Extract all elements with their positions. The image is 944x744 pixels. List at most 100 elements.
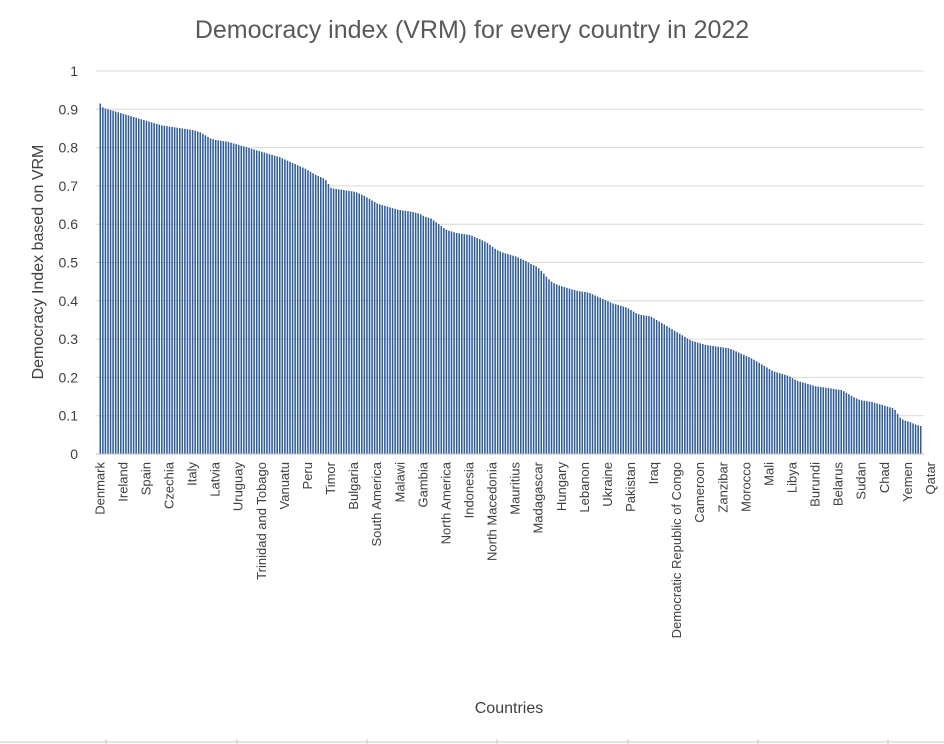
bar [661, 323, 663, 454]
bar [271, 154, 273, 454]
bar [686, 338, 689, 454]
bar [753, 359, 755, 454]
y-tick-label: 0.4 [59, 293, 79, 309]
bar [868, 401, 871, 454]
bar [176, 127, 178, 455]
bar [235, 144, 237, 454]
bar [191, 129, 194, 455]
bar [537, 268, 540, 454]
x-tick-label: Italy [185, 462, 200, 486]
bar [253, 149, 255, 454]
bar [420, 214, 422, 454]
x-tick-label: Trinidad and Tobago [254, 462, 269, 580]
bar [653, 318, 655, 454]
bar [299, 166, 302, 454]
bar [391, 208, 394, 454]
bar [586, 292, 589, 454]
x-tick-label: Spain [138, 462, 153, 495]
bar [817, 386, 819, 454]
bar [158, 124, 161, 455]
bar [904, 420, 907, 454]
bar [781, 373, 784, 454]
bar [430, 218, 432, 454]
bar [384, 205, 386, 454]
bar [540, 270, 543, 454]
bar [248, 147, 250, 455]
bar [245, 147, 248, 454]
bar [509, 254, 512, 454]
bar [353, 191, 355, 454]
bar [860, 400, 863, 454]
bar [696, 342, 699, 454]
y-tick-label: 1 [70, 63, 78, 79]
bar [735, 351, 737, 454]
bar [276, 156, 278, 454]
bar [286, 160, 289, 454]
bar [168, 126, 171, 454]
bar [771, 370, 773, 454]
x-tick-label: Democratic Republic of Congo [669, 462, 684, 638]
y-tick-label: 0.7 [59, 178, 79, 194]
bar [320, 177, 322, 454]
bar [755, 361, 758, 454]
bar [643, 315, 645, 454]
bar [366, 197, 368, 454]
bar [461, 233, 463, 454]
bar [304, 168, 307, 455]
bar [614, 304, 617, 454]
bar [466, 234, 468, 454]
bar [232, 143, 235, 454]
bar [819, 386, 822, 454]
bar [840, 390, 843, 454]
bar [225, 141, 227, 454]
bar [381, 205, 384, 454]
bar [189, 129, 191, 454]
bar [645, 315, 648, 454]
bar [307, 170, 309, 454]
bar [491, 246, 494, 454]
bar [125, 114, 127, 454]
bar [894, 409, 896, 454]
bar [348, 190, 350, 454]
bar [704, 344, 707, 454]
bar [112, 110, 114, 454]
bar [186, 129, 189, 454]
bar [612, 303, 614, 454]
bar [773, 371, 776, 454]
bar [760, 364, 763, 454]
bar [876, 403, 878, 454]
bar [843, 391, 845, 454]
y-tick-label: 0.5 [59, 255, 79, 271]
bar [227, 141, 230, 455]
bar [689, 339, 691, 454]
bar [553, 283, 555, 454]
bar [463, 234, 466, 454]
bar [763, 365, 766, 454]
x-tick-label: Yemen [900, 462, 915, 502]
x-tick-label: Indonesia [462, 461, 477, 518]
bar [545, 276, 548, 454]
bar [727, 348, 730, 454]
bar [566, 287, 568, 454]
bar [778, 373, 781, 454]
bar [422, 215, 425, 454]
y-axis-title: Democracy Index based on VRM [30, 145, 47, 380]
bar [340, 189, 343, 455]
bar [596, 296, 599, 454]
bar [135, 117, 137, 454]
bar [699, 343, 701, 454]
bar [361, 194, 363, 454]
x-tick-label: South America [369, 461, 384, 546]
x-category-labels: Denmark Ireland Spain Czechia Italy Latvia Uru… [92, 461, 938, 638]
bar [543, 273, 545, 454]
bar [899, 417, 901, 454]
bar [896, 413, 899, 454]
bar [266, 153, 268, 454]
bar [243, 146, 245, 454]
bar [196, 131, 199, 454]
bar [425, 216, 427, 454]
bar [412, 211, 414, 454]
bar [858, 399, 860, 454]
bar [907, 421, 909, 454]
bar [199, 132, 202, 454]
